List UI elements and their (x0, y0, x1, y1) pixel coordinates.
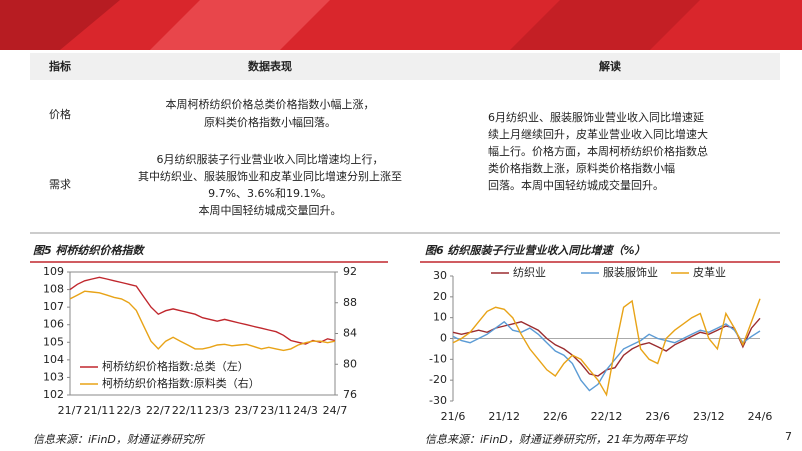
x-tick-label: 23/12 (693, 410, 725, 423)
series-line (452, 298, 761, 397)
legend-label: 柯桥纺织价格指数:原料类（右） (102, 376, 260, 390)
data-text: 本周中国轻纺城成交量回升。 (199, 203, 342, 217)
banner-shape (0, 0, 120, 50)
y2-tick-label: 76 (343, 388, 357, 401)
data-text: 6月纺织服装子行业营业收入同比增速均上行， (157, 152, 384, 166)
x-tick-label: 24/7 (323, 404, 348, 417)
interpretation: 幅上行。价格方面，本周柯桥纺织价格指数总 (488, 144, 708, 158)
x-tick-label: 21/11 (84, 404, 116, 417)
x-tick-label: 23/6 (645, 410, 670, 423)
series-line (69, 290, 336, 352)
data-text: 本周柯桥纺织价格总类价格指数小幅上涨， (166, 97, 375, 111)
interpretation: 类价格指数上涨，原料类价格指数小幅 (488, 161, 675, 175)
series-line (452, 317, 761, 377)
table-header (30, 53, 780, 80)
table-header-cell: 解读 (599, 59, 621, 73)
chart-title: 图5 柯桥纺织价格指数 (33, 244, 145, 257)
x-tick-label: 21/7 (58, 404, 83, 417)
x-tick-label: 23/11 (260, 404, 292, 417)
x-tick-label: 22/3 (117, 404, 142, 417)
interpretation: 6月纺织业、服装服饰业营业收入同比增速延 (488, 110, 704, 124)
y-tick-label: -30 (429, 394, 447, 407)
y-tick-label: 105 (43, 335, 64, 348)
y-tick-label: 109 (43, 265, 64, 278)
x-tick-label: 21/12 (488, 410, 520, 423)
chart-title: 图6 纺织服装子行业营业收入同比增速（%） (425, 244, 646, 257)
y-tick-label: 20 (433, 290, 447, 303)
data-text: 9.7%、3.6%和19.1%。 (208, 187, 332, 200)
x-tick-label: 23/3 (205, 404, 230, 417)
y-tick-label: 106 (43, 318, 64, 331)
y-tick-label: 103 (43, 370, 64, 383)
y2-tick-label: 88 (343, 296, 357, 309)
source: 信息来源：iFinD，财通证券研究所 (33, 433, 206, 446)
series-line (69, 276, 336, 345)
legend-label: 纺织业 (513, 265, 546, 279)
indicator: 需求 (49, 178, 71, 191)
legend-label: 柯桥纺织价格指数:总类（左） (102, 359, 249, 373)
y-tick-label: 107 (43, 300, 64, 313)
page-number: 7 (785, 430, 792, 443)
x-tick-label: 22/12 (591, 410, 623, 423)
y2-tick-label: 80 (343, 357, 357, 370)
legend-label: 皮革业 (693, 265, 726, 279)
banner-shape (510, 0, 700, 50)
x-tick-label: 22/11 (172, 404, 204, 417)
y-tick-label: 104 (43, 353, 64, 366)
indicator: 价格 (49, 107, 71, 121)
x-tick-label: 24/3 (293, 404, 318, 417)
y-tick-label: 10 (433, 311, 447, 324)
data-text: 原料类价格指数小幅回落。 (204, 115, 336, 129)
banner-shape (150, 0, 330, 50)
x-tick-label: 24/6 (748, 410, 773, 423)
series-line (452, 320, 761, 392)
y-tick-label: 0 (440, 332, 447, 345)
y-tick-label: 30 (433, 269, 447, 282)
y-tick-label: 108 (43, 283, 64, 296)
x-tick-label: 23/7 (234, 404, 259, 417)
y2-tick-label: 92 (343, 265, 357, 278)
x-tick-label: 22/7 (146, 404, 171, 417)
y2-tick-label: 84 (343, 327, 357, 340)
data-text: 其中纺织业、服装服饰业和皮革业同比增速分别上涨至 (138, 169, 402, 183)
source: 信息来源：iFinD，财通证券研究所，21年为两年平均 (425, 433, 689, 446)
x-tick-label: 21/6 (441, 410, 466, 423)
y-tick-label: -10 (429, 352, 447, 365)
x-tick-label: 22/6 (543, 410, 568, 423)
legend-label: 服装服饰业 (603, 265, 658, 279)
y-tick-label: 102 (43, 388, 64, 401)
interpretation: 续上月继续回升，皮革业营业收入同比增速大 (488, 127, 708, 141)
y-tick-label: -20 (429, 373, 447, 386)
table-header-cell: 数据表现 (248, 59, 292, 73)
table-header-cell: 指标 (49, 59, 71, 73)
interpretation: 回落。本周中国轻纺城成交量回升。 (488, 178, 664, 192)
